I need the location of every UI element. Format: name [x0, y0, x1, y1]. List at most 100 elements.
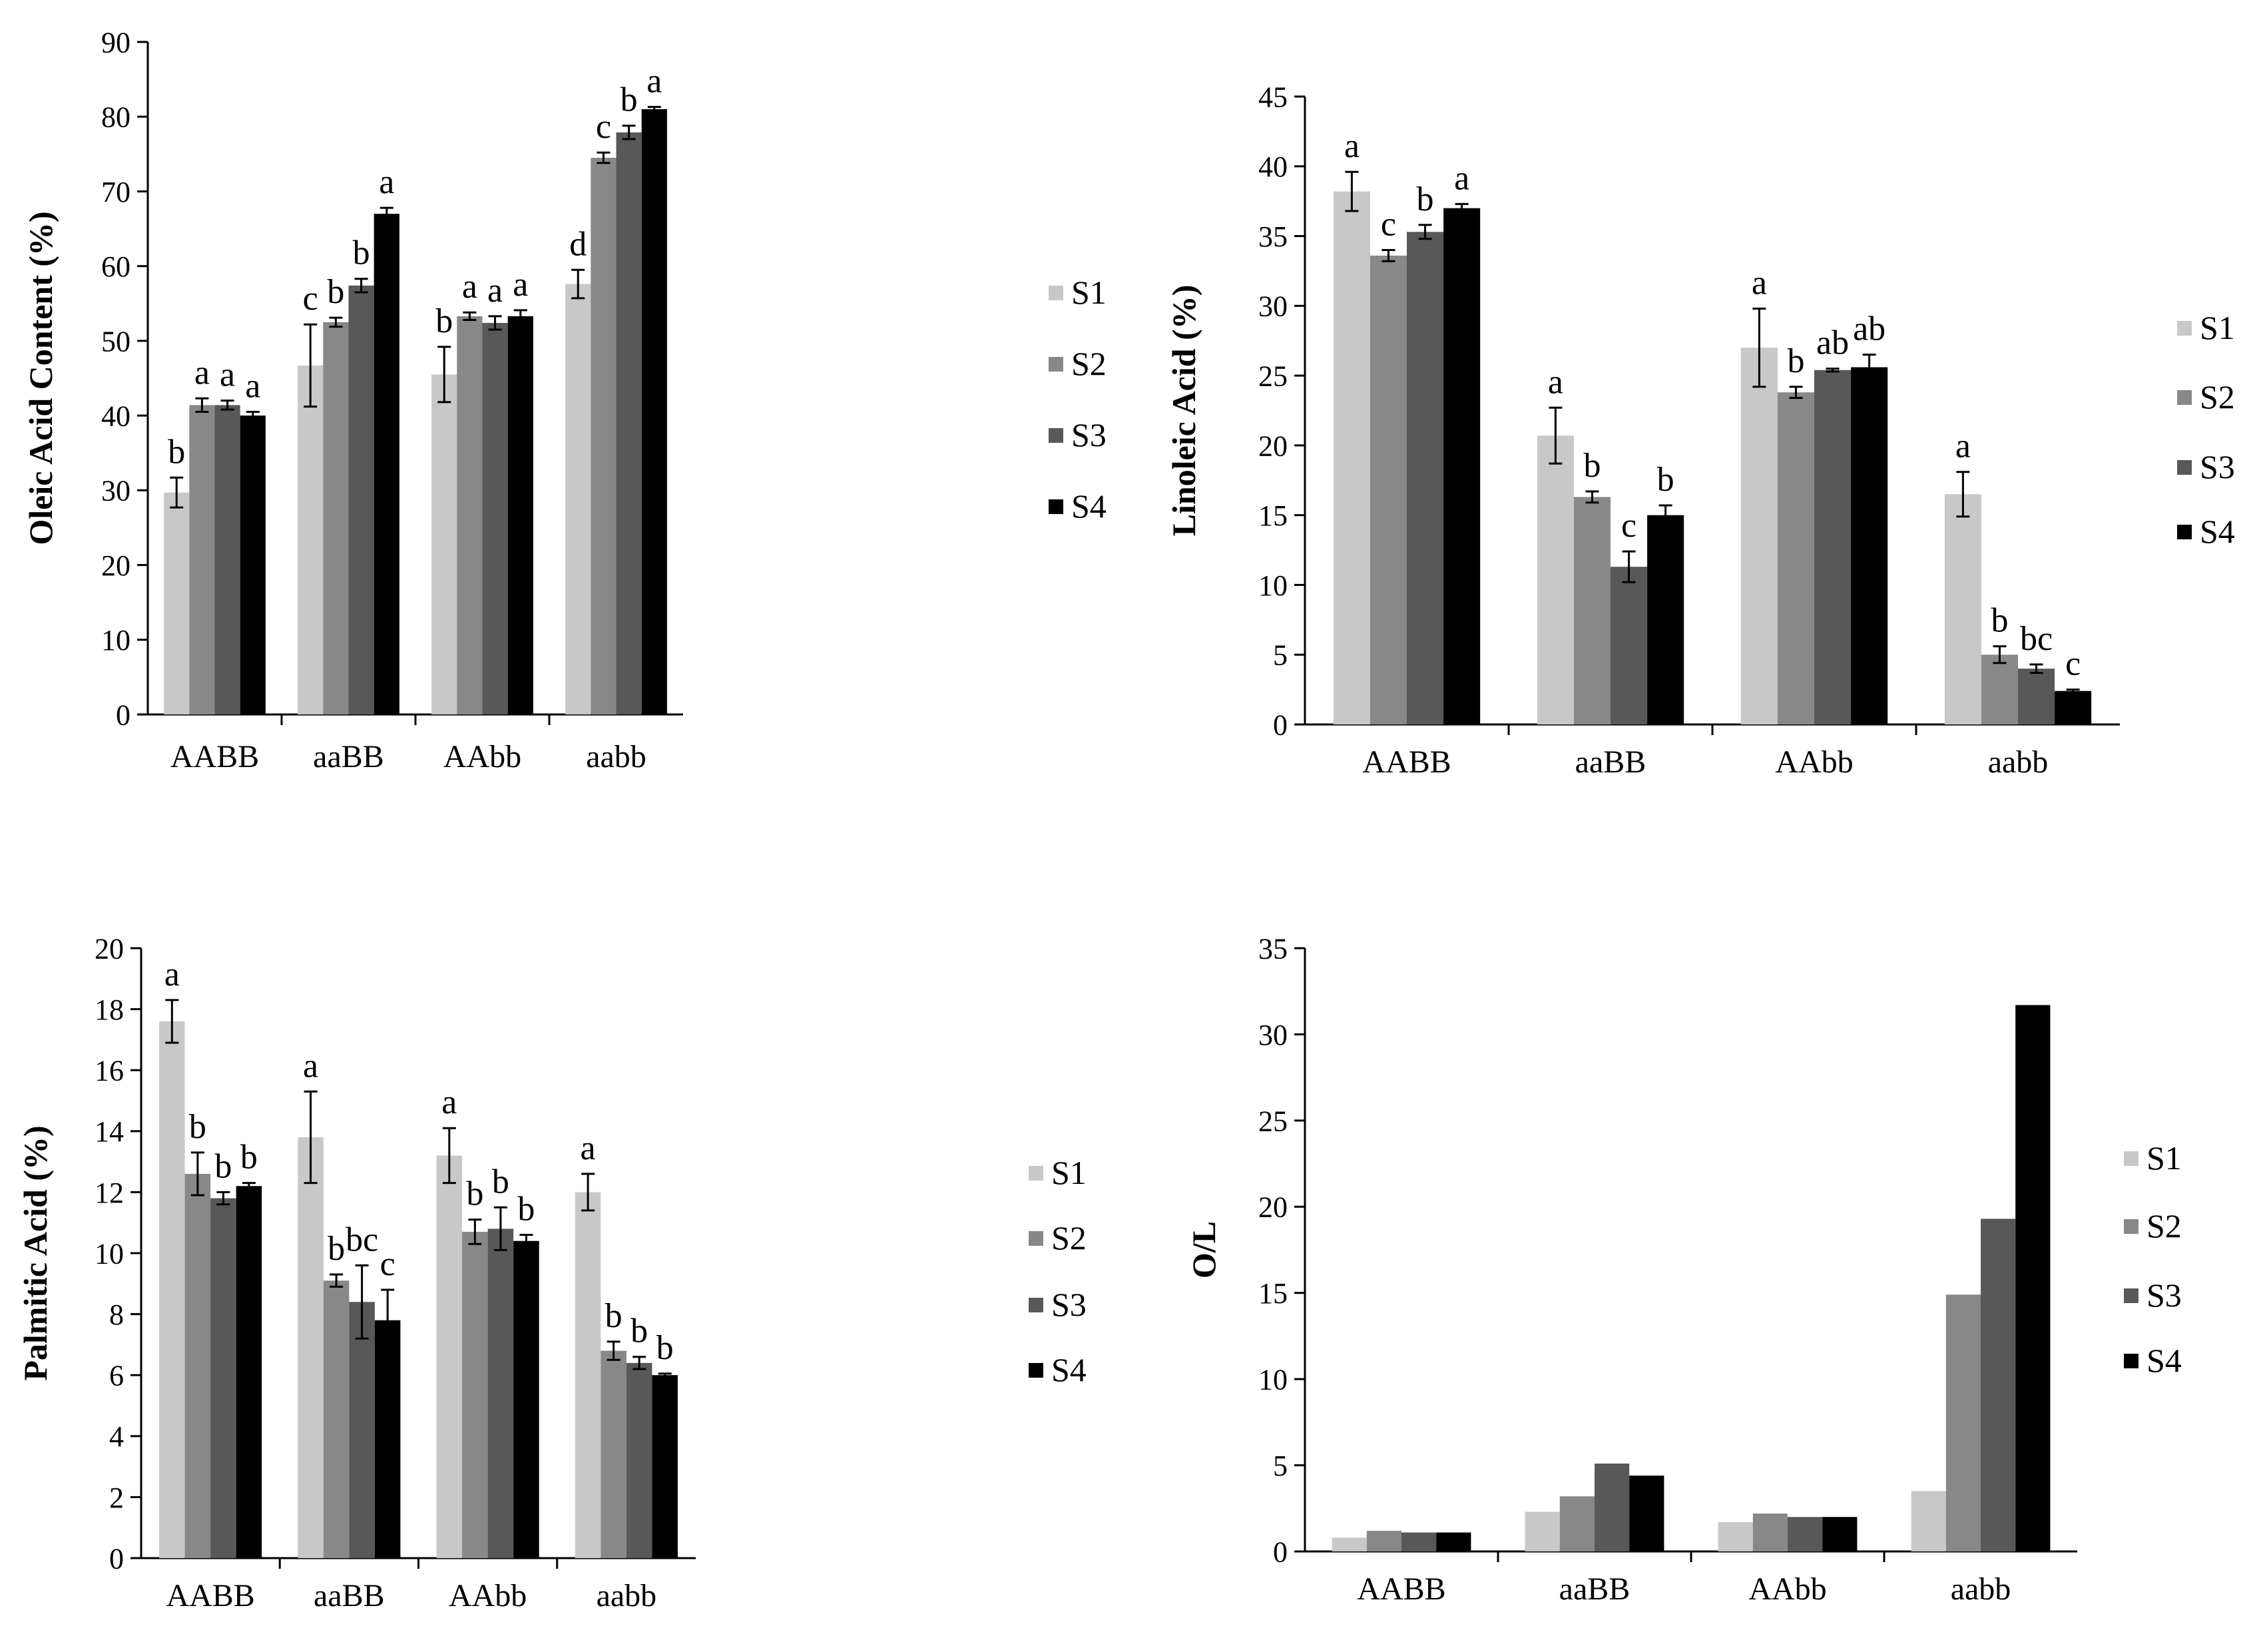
- significance-letter: a: [581, 1129, 596, 1167]
- y-tick-label: 25: [1258, 360, 1288, 393]
- bar-s4: [641, 109, 667, 714]
- bar-s2: [323, 322, 349, 714]
- significance-letter: b: [435, 302, 453, 340]
- bar-s2: [1945, 1294, 1981, 1551]
- y-axis-label: Oleic Acid Content (%): [22, 211, 59, 545]
- legend-label: S1: [1051, 1154, 1087, 1191]
- y-tick-label: 30: [1258, 1019, 1288, 1051]
- y-tick-label: 15: [1258, 1277, 1288, 1310]
- significance-letter: a: [513, 266, 528, 304]
- bar-s4: [2055, 690, 2092, 724]
- bar-s1: [1944, 494, 1981, 724]
- bar-s1: [575, 1192, 601, 1558]
- y-tick-label: 15: [1258, 499, 1288, 532]
- bar-s1: [164, 492, 190, 714]
- significance-letter: b: [168, 433, 185, 471]
- significance-letter: ab: [1816, 324, 1849, 362]
- bar-s2: [1370, 255, 1407, 725]
- legend-swatch: [2124, 1219, 2138, 1234]
- bar-s4: [1822, 1517, 1858, 1551]
- significance-letter: b: [240, 1139, 258, 1177]
- significance-letter: a: [245, 368, 260, 406]
- chart-panel-3: 0 2 4 6 8 10 12 14 16 18 20 Palmitic Acid (%) AABB a b…: [17, 932, 1087, 1613]
- significance-letter: c: [1381, 206, 1396, 244]
- legend-swatch: [2124, 1151, 2138, 1166]
- y-tick-label: 90: [101, 26, 130, 59]
- y-tick-label: 10: [95, 1237, 124, 1270]
- significance-letter: b: [605, 1297, 623, 1335]
- chart-panel-2: 0 5 10 15 20 25 30 35 40 45 Linoleic Acid (%) AABB a…: [1165, 81, 2235, 780]
- significance-letter: a: [441, 1083, 457, 1121]
- bar-s3: [210, 1198, 236, 1558]
- significance-letter: a: [462, 268, 477, 306]
- legend: S1 S2 S3 S4: [1049, 274, 1107, 525]
- bar-s4: [1647, 515, 1684, 724]
- legend-swatch: [1029, 1166, 1043, 1181]
- bar-s1: [1718, 1521, 1753, 1551]
- legend-label: S2: [1071, 345, 1107, 382]
- bar-s4: [1851, 367, 1888, 724]
- legend-label: S3: [2200, 448, 2235, 485]
- y-tick-label: 35: [1258, 932, 1288, 965]
- bar-s2: [189, 405, 215, 714]
- legend-label: S3: [1071, 416, 1107, 453]
- legend-swatch: [2177, 525, 2192, 539]
- legend-label: S1: [1071, 274, 1107, 311]
- bar-s4: [513, 1240, 539, 1558]
- legend-swatch: [2177, 321, 2192, 336]
- x-tick-label: aaBB: [1559, 1571, 1631, 1607]
- significance-letter: c: [303, 280, 318, 318]
- significance-letter: b: [517, 1191, 535, 1229]
- legend-swatch: [1029, 1231, 1043, 1246]
- y-tick-label: 4: [109, 1420, 124, 1453]
- y-tick-label: 16: [95, 1055, 124, 1087]
- significance-letter: a: [379, 163, 394, 201]
- x-tick-label: aaBB: [314, 1578, 385, 1613]
- x-tick-label: aabb: [597, 1578, 657, 1613]
- bar-s1: [1740, 348, 1778, 724]
- bar-s4: [1629, 1476, 1664, 1551]
- legend-label: S4: [2146, 1342, 2182, 1379]
- bar-s3: [348, 285, 374, 714]
- bar-s2: [184, 1173, 211, 1558]
- legend: S1 S2 S3 S4: [2124, 1139, 2182, 1379]
- y-tick-label: 18: [95, 993, 124, 1026]
- y-tick-label: 12: [95, 1177, 124, 1209]
- bar-s4: [1436, 1532, 1471, 1551]
- bar-s2: [601, 1350, 627, 1558]
- significance-letter: b: [492, 1163, 509, 1201]
- legend-label: S4: [1051, 1351, 1087, 1388]
- significance-letter: a: [1955, 427, 1971, 465]
- legend-swatch: [2177, 460, 2192, 475]
- legend-label: S2: [2146, 1207, 2182, 1244]
- x-tick-label: aaBB: [1575, 744, 1646, 780]
- bar-s3: [349, 1302, 375, 1558]
- chart-panel-1: 0 10 20 30 40 50 60 70 80 90 Oleic Acid Content (%…: [22, 26, 1107, 774]
- bar-s1: [1333, 191, 1370, 724]
- y-tick-label: 80: [101, 101, 130, 134]
- x-tick-label: aabb: [586, 739, 646, 774]
- significance-letter: a: [1454, 159, 1469, 197]
- legend-label: S2: [1051, 1219, 1087, 1256]
- x-tick-label: AAbb: [449, 1578, 527, 1613]
- legend: S1 S2 S3 S4: [1029, 1154, 1087, 1388]
- x-tick-label: AAbb: [1775, 744, 1853, 780]
- bar-s4: [374, 214, 399, 715]
- bar-s1: [1537, 435, 1574, 724]
- significance-letter: a: [646, 63, 662, 101]
- significance-letter: b: [1787, 342, 1804, 380]
- legend-swatch: [1049, 428, 1063, 443]
- bar-s2: [1559, 1496, 1595, 1551]
- y-axis-label: Palmitic Acid (%): [17, 1125, 54, 1380]
- x-tick-label: aaBB: [313, 739, 384, 774]
- bar-s3: [1401, 1532, 1437, 1551]
- bar-s3: [1407, 232, 1444, 724]
- bar-s2: [457, 316, 483, 714]
- y-tick-label: 60: [101, 250, 130, 283]
- y-tick-label: 25: [1258, 1105, 1288, 1137]
- y-tick-label: 50: [101, 325, 130, 358]
- bar-s3: [616, 132, 642, 715]
